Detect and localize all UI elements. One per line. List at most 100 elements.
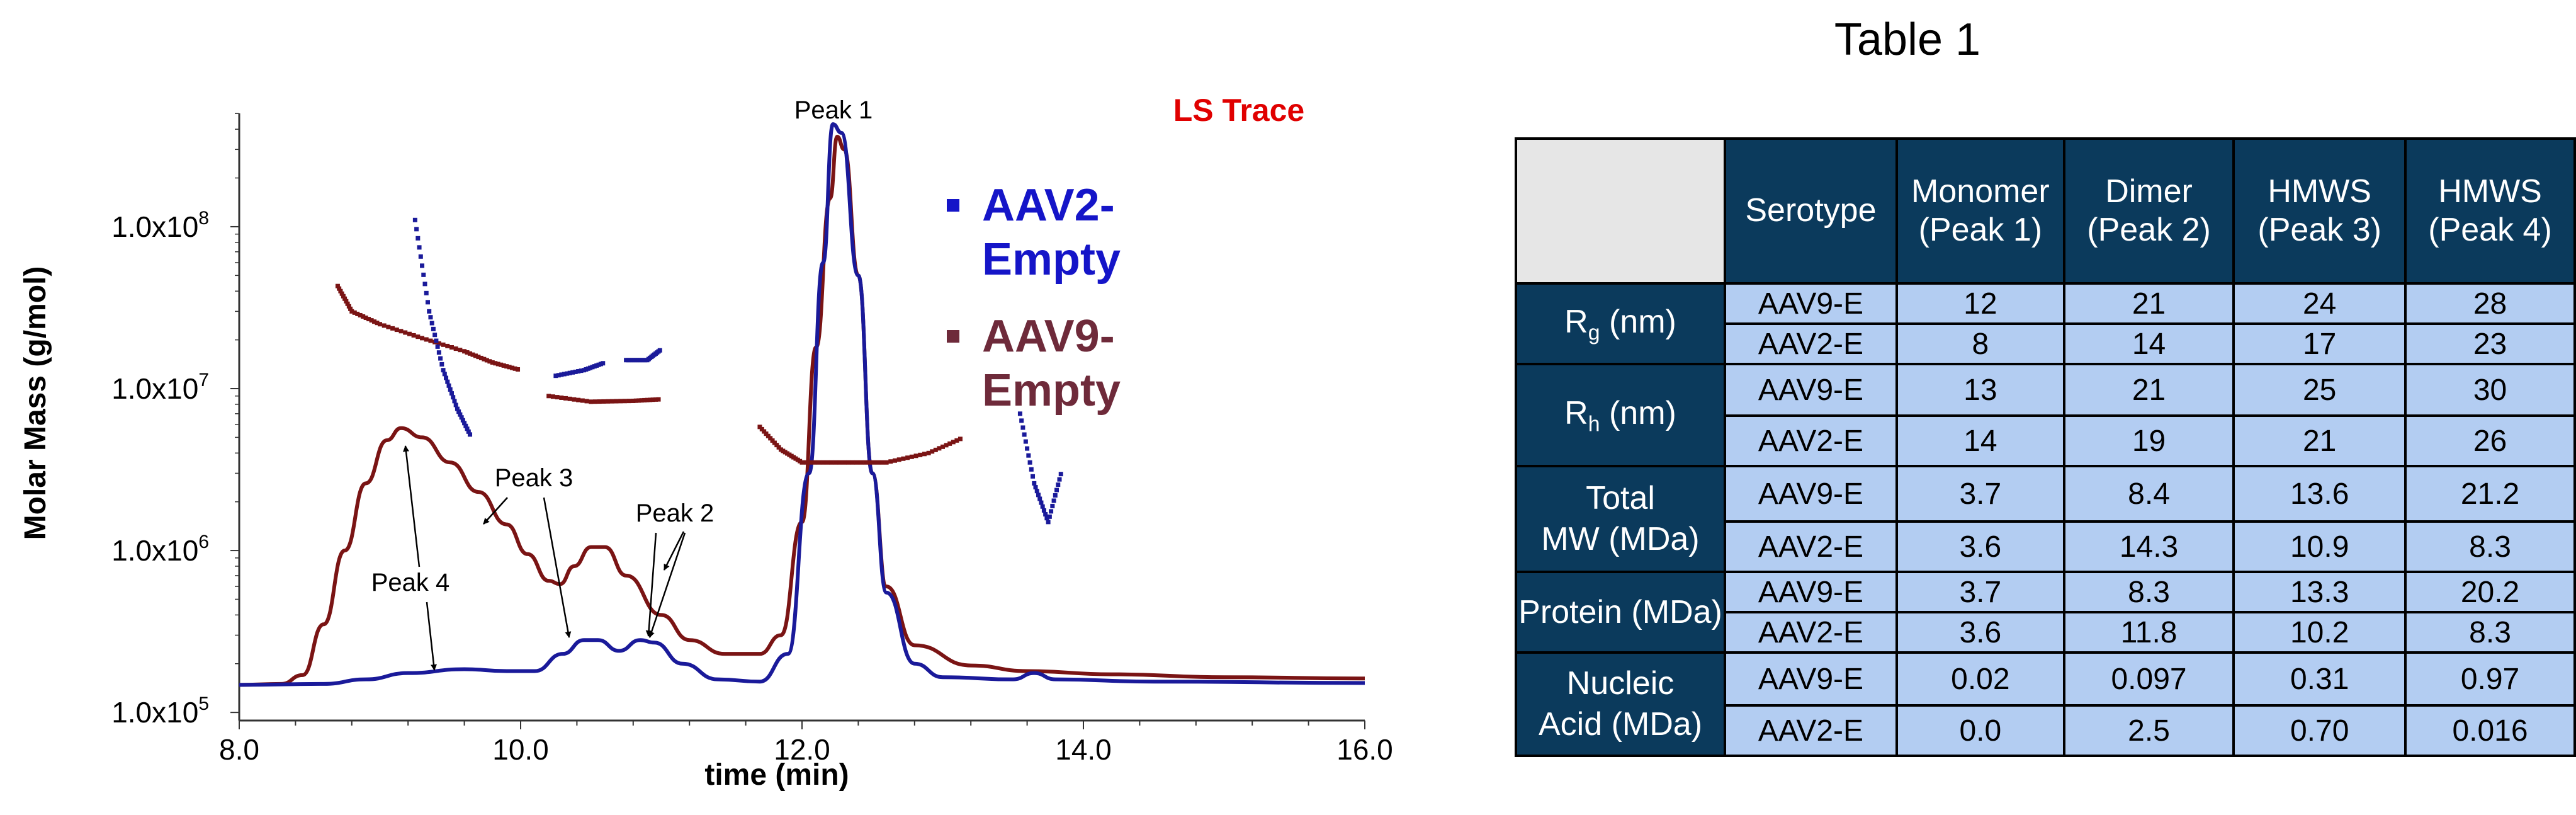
peak-4-arrow <box>426 601 437 671</box>
table-header-row: Serotype Monomer (Peak 1) Dimer (Peak 2) HMWS… <box>1515 137 2576 285</box>
molar-mass-point <box>375 321 380 326</box>
value-cell: 0.0 <box>1895 704 2065 757</box>
molar-mass-point <box>487 359 492 364</box>
legend-label: AAV9- <box>982 311 1115 362</box>
molar-mass-point <box>941 444 945 449</box>
molar-mass-point <box>559 395 564 400</box>
molar-mass-point <box>415 236 421 241</box>
molar-mass-point <box>445 379 450 384</box>
serotype-cell: AAV9-E <box>1724 651 1898 707</box>
molar-mass-point <box>411 333 416 338</box>
molar-mass-point <box>372 319 377 324</box>
molar-mass-point <box>954 438 959 443</box>
peak-2-arrow <box>663 531 685 571</box>
molar-mass-point <box>482 356 487 362</box>
x-tick-label: 14.0 <box>1055 733 1112 766</box>
molar-mass-point <box>345 301 350 306</box>
table-row: AAV2-E 3.6 14.3 10.9 8.3 <box>1516 520 2576 573</box>
molar-mass-point <box>420 336 425 341</box>
value-cell: 10.2 <box>2232 611 2407 654</box>
peak-1-label: Peak 1 <box>794 96 873 124</box>
column-header: HMWS (Peak 3) <box>2232 137 2407 285</box>
molar-mass-point <box>510 365 515 370</box>
x-axis-title: time (min) <box>704 758 849 792</box>
peak-3-arrow <box>543 497 572 638</box>
molar-mass-point <box>901 456 906 461</box>
molar-mass-point <box>349 309 354 314</box>
molar-mass-point <box>888 459 893 464</box>
value-cell: 21 <box>2062 363 2235 417</box>
molar-mass-point <box>448 387 453 392</box>
molar-mass-point <box>442 372 447 377</box>
molar-mass-point <box>439 362 444 367</box>
molar-mass-point <box>428 338 433 343</box>
molar-mass-point <box>424 337 429 342</box>
molar-mass-point <box>407 331 412 336</box>
legend-label: Empty <box>982 365 1121 416</box>
molar-mass-point <box>846 460 851 465</box>
molar-mass-point <box>470 352 475 357</box>
molar-mass-point <box>465 426 470 431</box>
y-tick-label: 1.0x108 <box>111 208 209 243</box>
molar-mass-point <box>432 333 438 338</box>
molar-mass-point <box>618 399 623 404</box>
value-cell: 30 <box>2404 363 2576 417</box>
molar-mass-point <box>381 323 387 328</box>
molar-mass-point <box>1017 411 1022 416</box>
molar-mass-point <box>468 432 473 437</box>
molar-mass-point <box>859 460 864 465</box>
value-cell: 17 <box>2232 322 2407 365</box>
value-cell: 0.31 <box>2232 651 2407 707</box>
molar-mass-point <box>459 415 464 420</box>
peak-3-label: Peak 3 <box>495 464 573 492</box>
value-cell: 14 <box>2062 322 2235 365</box>
molar-mass-point <box>570 370 575 375</box>
molar-mass-point <box>493 361 498 366</box>
molar-mass-point <box>1037 496 1042 501</box>
molar-mass-point <box>958 436 963 442</box>
value-cell: 13.6 <box>2232 465 2407 523</box>
molar-mass-point <box>645 397 650 402</box>
molar-mass-point <box>816 460 822 465</box>
peak-2-label: Peak 2 <box>636 499 715 527</box>
molar-mass-point <box>456 409 461 414</box>
value-cell: 14.3 <box>2062 520 2235 573</box>
molar-mass-point <box>455 406 460 411</box>
molar-mass-point <box>1051 498 1056 503</box>
molar-mass-point <box>1026 453 1031 458</box>
molar-mass-point <box>1046 520 1051 525</box>
peak-2-arrow <box>648 532 686 638</box>
molar-mass-point <box>944 443 949 448</box>
molar-mass-point <box>420 263 425 268</box>
molar-mass-point <box>871 460 876 465</box>
molar-mass-point <box>546 394 551 399</box>
value-cell: 21.2 <box>2404 465 2576 523</box>
molar-mass-point <box>555 395 560 400</box>
molar-mass-point <box>913 453 918 459</box>
value-cell: 0.97 <box>2404 651 2576 707</box>
legend-label: AAV2- <box>982 180 1115 231</box>
molar-mass-point <box>879 460 884 465</box>
molar-mass-point <box>572 397 577 402</box>
molar-mass-point <box>922 452 927 457</box>
serotype-cell: AAV2-E <box>1724 704 1898 757</box>
molar-mass-point <box>1019 418 1024 423</box>
molar-mass-point <box>553 373 558 379</box>
molar-mass-point <box>453 402 458 408</box>
value-cell: 20.2 <box>2404 571 2576 613</box>
table-row: Nucleic Acid (MDa) AAV9-E 0.02 0.097 0.31 0.97 <box>1515 651 2576 757</box>
serotype-cell: AAV9-E <box>1724 465 1898 523</box>
molar-mass-point <box>776 445 781 450</box>
serotype-cell: AAV2-E <box>1724 520 1898 573</box>
molar-mass-point <box>441 342 446 347</box>
value-cell: 24 <box>2232 282 2407 325</box>
serotype-cell: AAV9-E <box>1724 282 1898 325</box>
molar-mass-point <box>1049 509 1054 514</box>
peak-4-arrow <box>403 445 421 567</box>
table-row: Protein (MDa) AAV9-E 3.7 8.3 13.3 20.2 <box>1515 571 2576 654</box>
molar-mass-point <box>579 368 584 373</box>
molar-mass-point <box>1022 432 1027 437</box>
molar-mass-point <box>460 418 465 423</box>
serotype-cell: AAV9-E <box>1724 363 1898 417</box>
column-header: Serotype <box>1724 137 1898 285</box>
